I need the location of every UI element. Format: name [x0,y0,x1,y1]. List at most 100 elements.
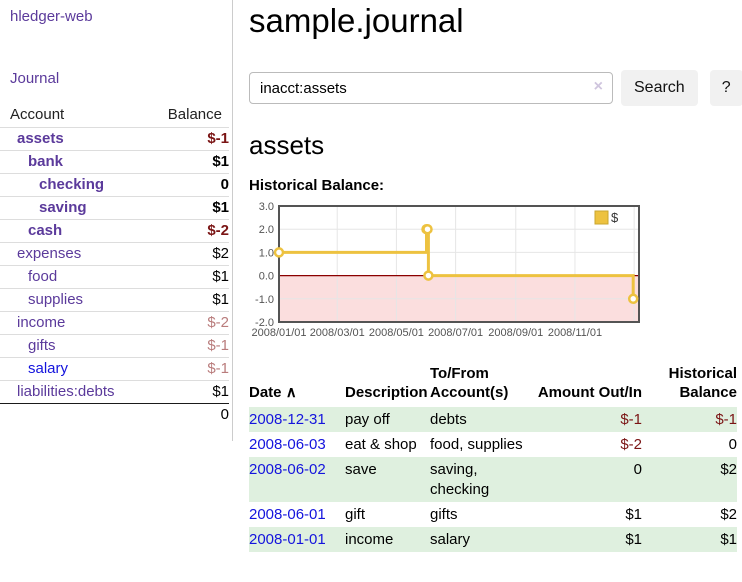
transaction-amount: $1 [625,531,642,548]
account-balance: $1 [212,383,229,400]
y-axis-tick-label: -1.0 [255,294,274,306]
account-balance: $-2 [207,222,229,239]
account-link-checking[interactable]: checking [39,176,105,193]
account-balance: $1 [212,268,229,285]
account-link-gifts[interactable]: gifts [28,337,56,354]
transaction-date-link[interactable]: 2008-06-01 [249,506,326,523]
search-button[interactable]: Search [621,70,698,106]
transaction-date-link[interactable]: 2008-06-03 [249,436,326,453]
sidebar-item-journal[interactable]: Journal [10,70,60,87]
account-balance: $2 [212,245,229,262]
account-link-expenses[interactable]: expenses [17,245,82,262]
transaction-amount: $-2 [620,436,642,453]
legend-swatch [594,210,609,225]
account-row: cash $-2 [0,219,229,243]
x-axis-tick-label: 2008/09/01 [488,327,543,339]
x-axis-tick-label: 2008/03/01 [310,327,365,339]
account-balance: $1 [212,153,229,170]
account-row: supplies $1 [0,288,229,312]
transaction-balance: $-1 [715,411,737,428]
data-point-marker [627,293,639,305]
x-axis-tick-label: 2008/11/01 [548,327,602,339]
account-total-row: 0 [0,403,229,427]
transaction-accounts: salary [430,531,471,548]
register-table: Date ∧ Description To/From Account(s) Am… [249,364,737,552]
account-row: gifts $-1 [0,334,229,358]
account-balance: $1 [212,291,229,308]
legend-label: $ [611,210,619,225]
account-tree-header-row: Account Balance [0,103,229,128]
register-row: 2008-06-01 gift gifts $1 $2 [249,502,737,527]
transaction-description: income [345,531,394,548]
account-link-supplies[interactable]: supplies [28,291,84,308]
data-point-marker [423,270,434,281]
account-column-header-register: To/From Account(s) [430,365,509,401]
account-column-header: Account [10,106,65,123]
balance-column-header-register: Historical Balance [668,365,737,401]
account-balance: $1 [212,199,229,216]
total-spacer [0,404,148,427]
transaction-date-link[interactable]: 2008-06-02 [249,461,326,478]
account-row: food $1 [0,265,229,289]
account-heading: assets [249,130,325,160]
brand-link[interactable]: hledger-web [10,8,93,25]
transaction-amount: $1 [625,506,642,523]
x-axis-tick-label: 2008/01/01 [251,327,306,339]
account-balance: $-2 [207,314,229,331]
account-link-cash[interactable]: cash [28,222,63,239]
transaction-date-link[interactable]: 2008-12-31 [249,411,326,428]
account-balance: $-1 [207,130,229,147]
description-column-header: Description [345,384,428,401]
register-row: 2008-06-03 eat & shop food, supplies $-2 0 [249,432,737,457]
register-body: 2008-12-31 pay off debts $-1 $-1 2008-06-03 ea… [249,407,737,552]
account-balance: $-1 [207,337,229,354]
x-axis-tick-label: 2008/07/01 [428,327,483,339]
transaction-description: eat & shop [345,436,417,453]
app-window: hledger-web Journal Account Balance asse… [0,0,742,552]
transaction-amount: $-1 [620,411,642,428]
account-balance: $-1 [207,360,229,377]
account-link-food[interactable]: food [28,268,58,285]
account-link-salary[interactable]: salary [28,360,69,377]
chart-title: Historical Balance: [249,177,385,194]
register-row: 2008-12-31 pay off debts $-1 $-1 [249,407,737,432]
account-link-bank[interactable]: bank [28,153,64,170]
transaction-balance: 0 [728,436,737,453]
y-axis-tick-label: -2.0 [255,317,274,329]
account-row: assets $-1 [0,127,229,151]
account-row: bank $1 [0,150,229,174]
data-point-marker [273,247,285,258]
account-balance: 0 [220,176,229,193]
transaction-accounts: food, supplies [430,436,523,453]
account-link-saving[interactable]: saving [39,199,87,216]
y-axis-tick-label: 3.0 [259,202,274,213]
transaction-description: gift [345,506,366,523]
transaction-date-link[interactable]: 2008-01-01 [249,531,326,548]
help-button[interactable]: ? [709,70,742,106]
account-row: expenses $2 [0,242,229,266]
transaction-amount: 0 [633,461,642,478]
account-tree-table: Account Balance assets $-1 bank $1 checking 0… [0,103,229,426]
register-row: 2008-06-02 save saving, checking 0 $2 [249,457,737,502]
account-link-liabilities-debts[interactable]: liabilities:debts [17,383,115,400]
transaction-description: save [345,461,377,478]
clear-search-icon[interactable]: × [593,78,603,95]
search-bar: × Search ? [249,70,742,106]
account-row: salary $-1 [0,357,229,381]
y-axis-tick-label: 1.0 [259,247,274,259]
sidebar: hledger-web Journal Account Balance asse… [0,0,233,441]
account-row: liabilities:debts $1 [0,380,229,404]
y-axis-tick-label: 0.0 [259,271,274,283]
account-link-income[interactable]: income [17,314,66,331]
transaction-balance: $2 [720,461,737,478]
y-axis-tick-label: 2.0 [259,224,274,236]
balance-column-header: Balance [167,106,222,123]
register-row: 2008-01-01 income salary $1 $1 [249,527,737,552]
sort-ascending-icon: ∧ [285,384,297,401]
account-link-assets[interactable]: assets [17,130,64,147]
search-input[interactable] [249,72,613,104]
account-tree-body: assets $-1 bank $1 checking 0 saving $1 cash $-2 e… [0,127,229,404]
register-header-row: Date ∧ Description To/From Account(s) Am… [249,364,737,407]
transaction-accounts: gifts [430,506,458,523]
date-column-header[interactable]: Date ∧ [249,384,297,401]
